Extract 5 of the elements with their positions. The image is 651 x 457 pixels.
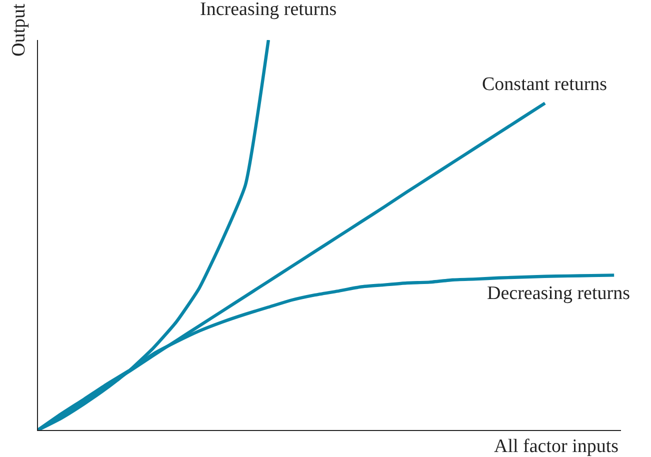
y-axis-title: Output <box>8 3 30 56</box>
x-axis-title: All factor inputs <box>494 436 619 457</box>
series-label: Constant returns <box>482 74 608 95</box>
series-label: Decreasing returns <box>487 283 630 304</box>
series-label: Increasing returns <box>200 0 337 20</box>
